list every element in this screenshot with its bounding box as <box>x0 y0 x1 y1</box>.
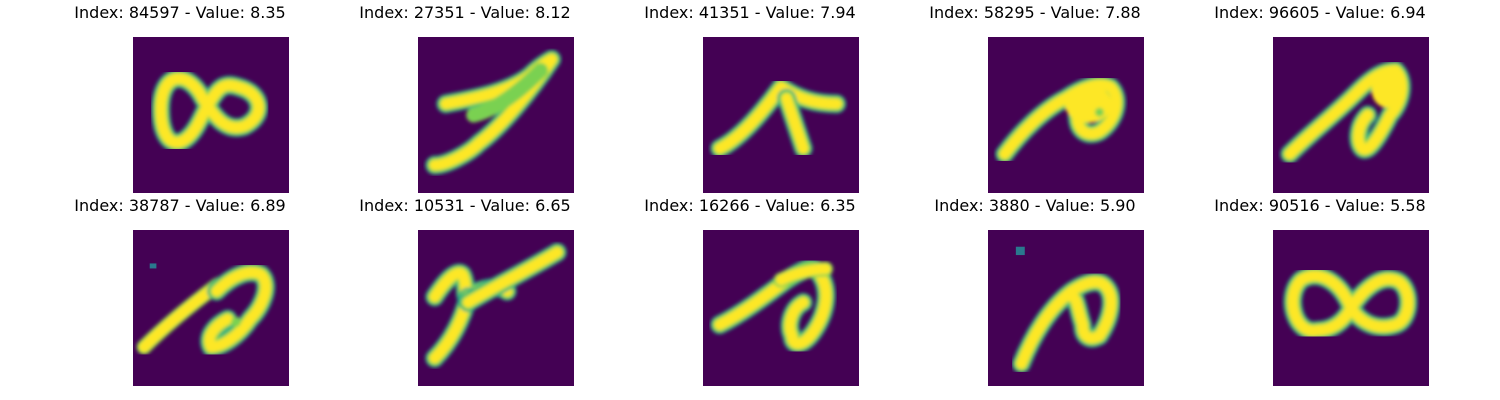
thumbnail-panel: Index: 16266 - Value: 6.35 <box>600 193 900 388</box>
thumbnail-panel: Index: 41351 - Value: 7.94 <box>600 0 900 195</box>
thumbnail-panel: Index: 38787 - Value: 6.89 <box>30 193 330 388</box>
panel-title: Index: 96605 - Value: 6.94 <box>1214 3 1426 22</box>
digit-image <box>988 230 1144 386</box>
thumbnail-panel: Index: 3880 - Value: 5.90 <box>885 193 1185 388</box>
panel-title: Index: 27351 - Value: 8.12 <box>359 3 571 22</box>
digit-thumbnail <box>1273 37 1429 193</box>
digit-thumbnail <box>418 37 574 193</box>
digit-image <box>1273 37 1429 193</box>
digit-image <box>988 37 1144 193</box>
panel-title: Index: 16266 - Value: 6.35 <box>644 196 856 215</box>
panel-title: Index: 38787 - Value: 6.89 <box>74 196 286 215</box>
thumbnail-panel: Index: 10531 - Value: 6.65 <box>315 193 615 388</box>
digit-thumbnail <box>988 230 1144 386</box>
digit-thumbnail <box>703 37 859 193</box>
panel-title: Index: 58295 - Value: 7.88 <box>929 3 1141 22</box>
thumbnail-panel: Index: 84597 - Value: 8.35 <box>30 0 330 195</box>
thumbnail-panel: Index: 90516 - Value: 5.58 <box>1170 193 1470 388</box>
digit-image <box>418 37 574 193</box>
digit-image <box>1273 230 1429 386</box>
digit-image <box>133 37 289 193</box>
digit-thumbnail <box>418 230 574 386</box>
digit-image <box>703 37 859 193</box>
digit-image <box>418 230 574 386</box>
panel-title: Index: 3880 - Value: 5.90 <box>934 196 1136 215</box>
digit-thumbnail <box>1273 230 1429 386</box>
panel-title: Index: 90516 - Value: 5.58 <box>1214 196 1426 215</box>
digit-image <box>703 230 859 386</box>
thumbnail-panel: Index: 27351 - Value: 8.12 <box>315 0 615 195</box>
digit-thumbnail <box>133 37 289 193</box>
thumbnail-panel: Index: 96605 - Value: 6.94 <box>1170 0 1470 195</box>
digit-thumbnail <box>988 37 1144 193</box>
digit-image <box>133 230 289 386</box>
digit-thumbnail <box>133 230 289 386</box>
thumbnail-panel: Index: 58295 - Value: 7.88 <box>885 0 1185 195</box>
panel-title: Index: 84597 - Value: 8.35 <box>74 3 286 22</box>
panel-title: Index: 41351 - Value: 7.94 <box>644 3 856 22</box>
panel-title: Index: 10531 - Value: 6.65 <box>359 196 571 215</box>
digit-thumbnail <box>703 230 859 386</box>
